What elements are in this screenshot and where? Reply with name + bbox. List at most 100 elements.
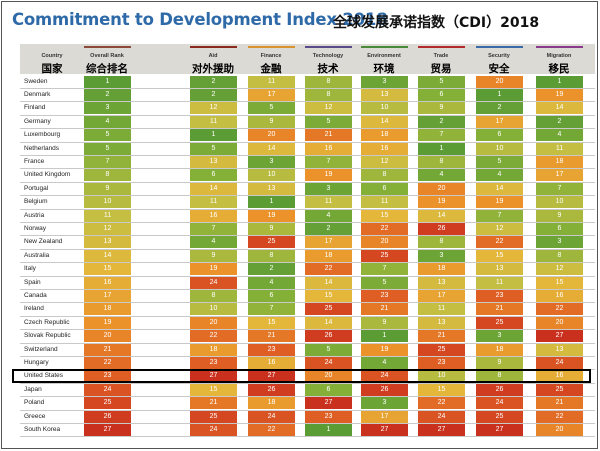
rank-cell-technology: 17 [305,236,352,249]
rank-cell-trade: 13 [418,276,465,289]
rank-cell-migration: 22 [536,303,583,316]
rank-cell-overall-rank: 16 [84,276,131,289]
rank-cell-security: 3 [476,330,523,343]
rank-cell-migration: 22 [536,410,583,423]
rank-cell-aid: 11 [190,196,237,209]
rank-cell-overall-rank: 12 [84,222,131,235]
country-label: Australia [24,251,50,259]
rank-cell-overall-rank: 4 [84,115,131,128]
column-header-environment: Environment [367,53,401,59]
country-label: Hungary [24,358,49,366]
rank-cell-overall-rank: 2 [84,88,131,101]
rank-cell-migration: 27 [536,330,583,343]
rank-cell-overall-rank: 1 [84,75,131,88]
rank-cell-technology: 27 [305,397,352,410]
rank-cell-finance: 24 [248,410,295,423]
rank-cell-migration: 13 [536,343,583,356]
rank-cell-security: 21 [476,303,523,316]
rank-cell-trade: 14 [418,209,465,222]
rank-cell-finance: 21 [248,330,295,343]
rank-cell-migration: 16 [536,289,583,302]
rank-cell-trade: 13 [418,316,465,329]
rank-cell-finance: 22 [248,423,295,436]
rank-cell-trade: 5 [418,75,465,88]
rank-cell-trade: 4 [418,169,465,182]
rank-cell-environment: 20 [361,236,408,249]
country-label: Germany [24,117,51,125]
rank-cell-trade: 1 [418,142,465,155]
country-label: Poland [24,399,45,407]
country-label: Japan [24,385,42,393]
rank-cell-trade: 27 [418,423,465,436]
rank-cell-technology: 12 [305,102,352,115]
rank-cell-finance: 23 [248,343,295,356]
rank-cell-overall-rank: 23 [84,370,131,383]
rank-cell-finance: 9 [248,222,295,235]
rank-cell-environment: 16 [361,142,408,155]
rank-cell-migration: 21 [536,397,583,410]
column-header-technology: Technology [312,53,344,59]
rank-cell-overall-rank: 20 [84,330,131,343]
row-divider [20,235,595,237]
rank-cell-security: 27 [476,423,523,436]
rank-cell-trade: 8 [418,236,465,249]
rank-cell-finance: 15 [248,316,295,329]
rank-cell-migration: 2 [536,115,583,128]
column-header-country: Country [41,53,63,59]
rank-cell-technology: 1 [305,423,352,436]
rank-cell-technology: 14 [305,316,352,329]
rank-cell-trade: 25 [418,343,465,356]
rank-cell-trade: 19 [418,196,465,209]
rank-cell-finance: 10 [248,169,295,182]
rank-cell-trade: 17 [418,289,465,302]
row-divider [20,221,595,223]
country-label: New Zealand [24,238,63,246]
rank-cell-finance: 9 [248,115,295,128]
rank-cell-migration: 24 [536,356,583,369]
rank-cell-technology: 25 [305,303,352,316]
rank-cell-overall-rank: 24 [84,383,131,396]
rank-cell-aid: 20 [190,316,237,329]
rank-cell-security: 22 [476,236,523,249]
rank-cell-migration: 16 [536,370,583,383]
rank-cell-trade: 2 [418,115,465,128]
rank-cell-trade: 18 [418,263,465,276]
rank-cell-environment: 3 [361,75,408,88]
rank-cell-overall-rank: 5 [84,129,131,142]
rank-cell-migration: 17 [536,169,583,182]
country-label: Canada [24,291,47,299]
country-label: Ireland [24,305,44,313]
rank-cell-aid: 7 [190,222,237,235]
rank-cell-aid: 2 [190,75,237,88]
rank-cell-technology: 5 [305,343,352,356]
column-header-cn-country: 国家 [41,63,63,75]
rank-cell-aid: 2 [190,88,237,101]
rank-cell-security: 13 [476,263,523,276]
rank-cell-environment: 15 [361,209,408,222]
rank-cell-overall-rank: 8 [84,169,131,182]
rank-cell-aid: 13 [190,155,237,168]
rank-cell-trade: 9 [418,102,465,115]
rank-cell-finance: 7 [248,303,295,316]
chart-title-chinese: 全球发展承诺指数（CDI）2018 [333,15,540,31]
rank-cell-technology: 21 [305,129,352,142]
row-divider [20,154,595,156]
rank-cell-trade: 6 [418,88,465,101]
rank-cell-security: 19 [476,196,523,209]
rank-cell-overall-rank: 13 [84,236,131,249]
rank-cell-technology: 14 [305,276,352,289]
rank-cell-environment: 5 [361,276,408,289]
country-label: Czech Republic [24,318,70,326]
rank-cell-aid: 21 [190,397,237,410]
country-label: Luxembourg [24,131,61,139]
rank-cell-finance: 19 [248,209,295,222]
rank-cell-trade: 20 [418,182,465,195]
column-header-migration: Migration [546,53,572,59]
rank-cell-finance: 27 [248,370,295,383]
row-divider [20,141,595,143]
row-divider [20,355,595,357]
rank-cell-trade: 8 [418,155,465,168]
rank-cell-technology: 23 [305,410,352,423]
rank-cell-environment: 17 [361,410,408,423]
rank-cell-security: 7 [476,209,523,222]
